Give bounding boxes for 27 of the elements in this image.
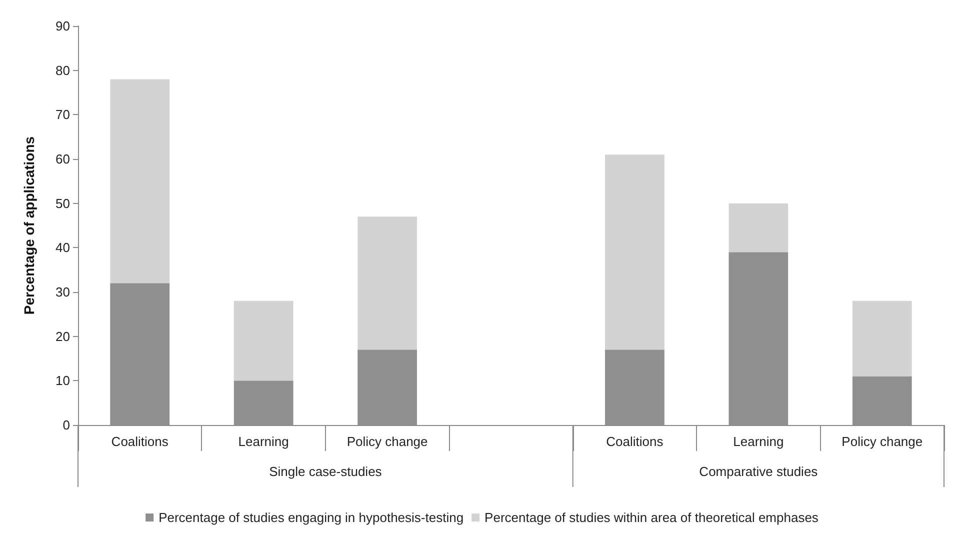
bar [358,216,417,350]
y-tick-label: 10 [56,373,70,388]
y-axis-title: Percentage of applications [21,136,37,315]
y-tick-label: 70 [56,107,70,122]
x-tick-label: Coalitions [606,434,664,449]
legend-label: Percentage of studies within area of theoretical emphases [484,510,819,525]
y-tick-label: 40 [56,240,70,256]
x-tick-label: Policy change [346,434,428,449]
y-tick-label: 0 [62,418,70,432]
y-tick-label: 90 [56,18,70,34]
text: Comparative studies [699,464,818,479]
bar [728,203,788,252]
legend-label: Percentage of studies engaging in hypothesis-testing [158,510,464,525]
bar [852,300,912,376]
y-tick-label: 20 [56,328,70,344]
bar [605,154,664,350]
x-tick-label: Learning [238,434,289,449]
x-tick-label: Policy change [842,434,923,449]
y-tick-label: 60 [56,152,70,166]
y-tick-label: 80 [56,62,70,78]
y-tick-label: 50 [56,196,70,211]
x-tick-label: Coalitions [111,434,169,449]
bar [234,300,294,381]
text: Single case-studies [269,464,382,479]
bar [110,79,170,284]
y-tick-label: 30 [56,284,70,300]
x-tick-label: Learning [733,434,784,449]
